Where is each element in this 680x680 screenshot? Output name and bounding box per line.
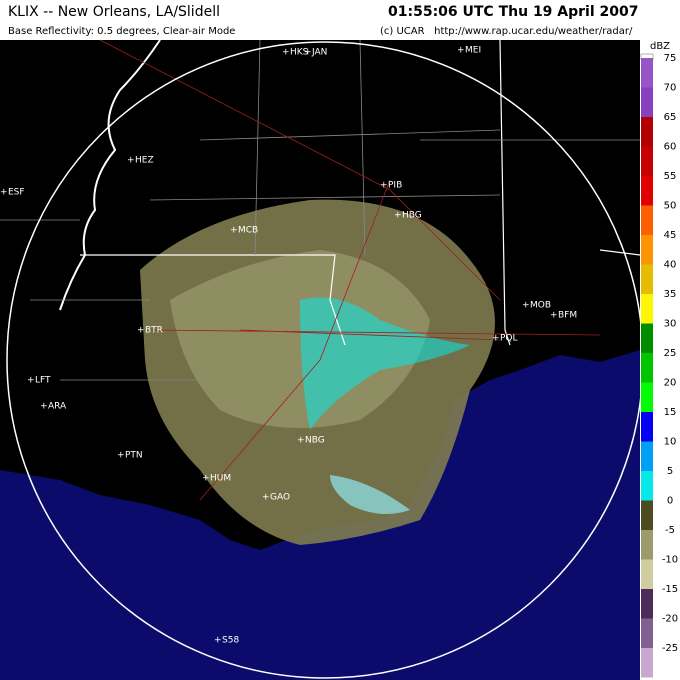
station-marker: + [304,48,312,58]
subtitle: Base Reflectivity: 0.5 degrees, Clear-ai… [8,26,235,37]
legend-cell [641,589,653,619]
legend-label: 65 [664,112,677,123]
legend-cell [641,117,653,147]
echo-region [300,297,470,430]
station-label: LFT [35,376,51,386]
legend-label: 40 [664,260,677,271]
station-labels: + HKS+ JAN + MEI+ HEZ+ ESF+ PIB+ HBG+ MCB+ MOB+ BFM… [0,46,577,646]
ocean [0,350,640,680]
station-label: HEZ [135,156,154,166]
station-label: S58 [222,636,239,646]
legend-label: 75 [664,53,677,64]
station-marker: + [522,301,530,311]
station-label: NBG [305,436,325,446]
legend-label: 20 [664,378,677,389]
legend-label: 45 [664,230,677,241]
echo-region [170,250,430,428]
station-marker: + [40,402,48,412]
station-label: MEI [465,46,481,56]
legend-label: 25 [664,348,677,359]
legend-label: 10 [664,437,677,448]
legend-cell [641,205,653,235]
roads [99,39,601,501]
state-border [80,254,346,346]
legend-cell [641,382,653,412]
legend-cell [641,353,653,383]
timestamp: 01:55:06 UTC Thu 19 April 2007 [388,4,639,20]
legend-cell [641,264,653,294]
state-border [599,249,641,256]
legend-label: -10 [662,555,678,566]
legend-cell [641,441,653,471]
legend-cell [641,500,653,530]
station-marker: + [214,636,222,646]
station-label: JAN [311,48,327,58]
station-marker: + [127,156,135,166]
station-title: KLIX -- New Orleans, LA/Slidell [8,4,220,20]
station-marker: + [27,376,35,386]
legend-cell [641,412,653,442]
color-legend: dBZ 757065605550454035302520151050-5-10-… [640,41,678,678]
station-label: HBG [402,211,422,221]
station-marker: + [550,311,558,321]
station-marker: + [394,211,402,221]
legend-label: 15 [664,407,677,418]
legend-label: 50 [664,201,677,212]
station-label: MOB [530,301,551,311]
map [0,39,644,680]
station-label: PQL [500,334,518,344]
legend-cell [641,648,653,678]
legend-cell [641,559,653,589]
station-label: PIB [388,181,402,191]
legend-label: -15 [662,584,678,595]
station-marker: + [230,226,238,236]
legend-label: 30 [664,319,677,330]
legend-cell [641,323,653,353]
station-label: ESF [8,188,25,198]
station-label: ARA [48,402,67,412]
legend-cell [641,618,653,648]
station-marker: + [282,48,290,58]
legend-label: -5 [665,525,675,536]
legend-label: 70 [664,83,677,94]
legend-label: -25 [662,643,678,654]
legend-cell [641,471,653,501]
legend-cell [641,58,653,88]
station-label: HKS [290,48,309,58]
station-marker: + [117,451,125,461]
station-label: BTR [145,326,163,336]
station-label: BFM [558,311,577,321]
legend-cell [641,294,653,324]
legend-cell [641,235,653,265]
echo-region [330,475,410,514]
station-label: PTN [125,451,143,461]
river [59,39,161,311]
legend-cell [641,87,653,117]
legend-label: 0 [667,496,673,507]
legend-label: -20 [662,614,678,625]
station-marker: + [297,436,305,446]
station-marker: + [262,493,270,503]
station-marker: + [137,326,145,336]
legend-cell [641,146,653,176]
legend-label: 60 [664,142,677,153]
station-label: GAO [270,493,290,503]
legend-cell [641,530,653,560]
credit: (c) UCAR http://www.rap.ucar.edu/weather… [380,26,633,37]
legend-label: 55 [664,171,677,182]
legend-unit: dBZ [650,41,670,52]
station-marker: + [0,188,8,198]
station-marker: + [457,46,465,56]
state-border [499,39,511,346]
station-marker: + [380,181,388,191]
legend-label: 35 [664,289,677,300]
legend-label: 5 [667,466,673,477]
station-label: MCB [238,226,258,236]
legend-cell [641,176,653,206]
station-marker: + [202,474,210,484]
station-label: HUM [210,474,231,484]
station-marker: + [492,334,500,344]
